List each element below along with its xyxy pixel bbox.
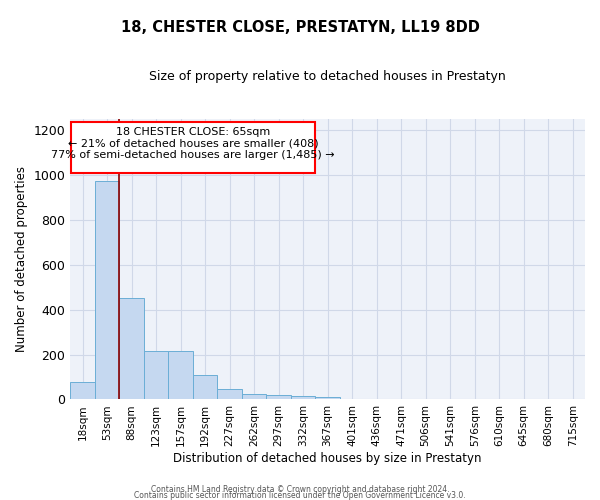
Bar: [70, 382, 95, 400]
Bar: [242, 394, 266, 400]
Text: Contains public sector information licensed under the Open Government Licence v3: Contains public sector information licen…: [134, 490, 466, 500]
Bar: [291, 396, 316, 400]
Bar: [95, 180, 119, 400]
Title: Size of property relative to detached houses in Prestatyn: Size of property relative to detached ho…: [149, 70, 506, 83]
Text: 77% of semi-detached houses are larger (1,485) →: 77% of semi-detached houses are larger (…: [51, 150, 335, 160]
Y-axis label: Number of detached properties: Number of detached properties: [15, 166, 28, 352]
X-axis label: Distribution of detached houses by size in Prestatyn: Distribution of detached houses by size …: [173, 452, 482, 465]
Text: 18 CHESTER CLOSE: 65sqm: 18 CHESTER CLOSE: 65sqm: [116, 126, 270, 136]
Bar: [119, 298, 144, 400]
Text: ← 21% of detached houses are smaller (408): ← 21% of detached houses are smaller (40…: [68, 138, 319, 148]
Bar: [316, 397, 340, 400]
Bar: [144, 351, 169, 400]
FancyBboxPatch shape: [71, 122, 316, 173]
Bar: [266, 395, 291, 400]
Bar: [169, 351, 193, 400]
Text: Contains HM Land Registry data © Crown copyright and database right 2024.: Contains HM Land Registry data © Crown c…: [151, 484, 449, 494]
Bar: [193, 375, 217, 400]
Text: 18, CHESTER CLOSE, PRESTATYN, LL19 8DD: 18, CHESTER CLOSE, PRESTATYN, LL19 8DD: [121, 20, 479, 35]
Bar: [217, 388, 242, 400]
